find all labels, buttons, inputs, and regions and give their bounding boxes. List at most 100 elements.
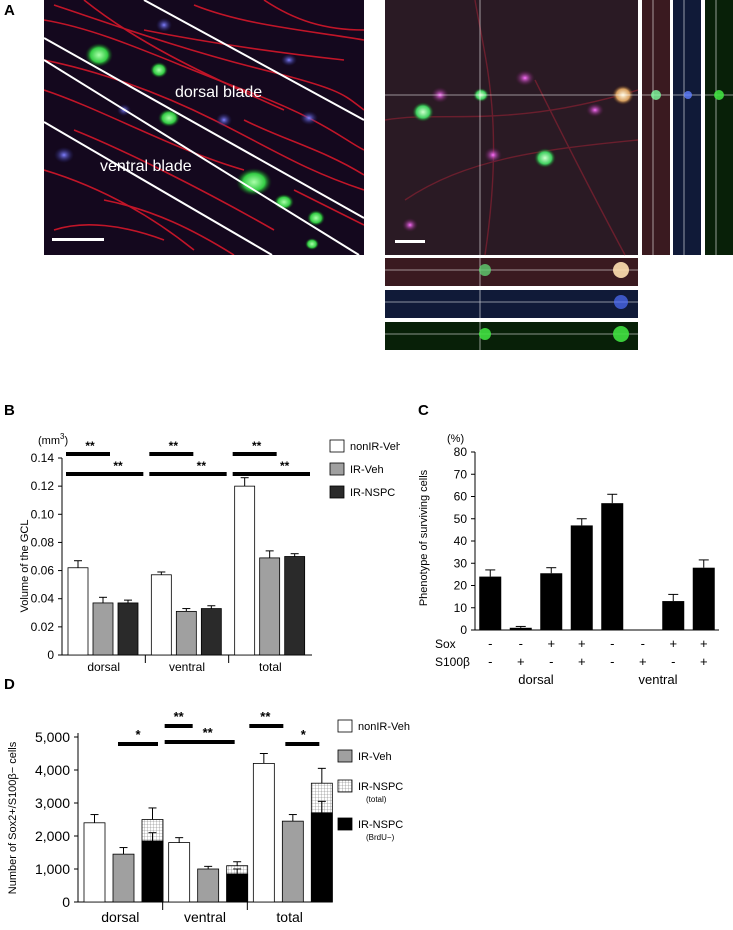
chart-b-bar [234, 485, 256, 656]
chart-b-bar [67, 567, 89, 656]
chart-b-bar [150, 574, 172, 656]
chart-b-sig-bar [149, 472, 227, 476]
chart-b-unit: (mm3) [38, 432, 68, 447]
chart-d-bar [281, 820, 304, 903]
chart-d-bar [310, 812, 333, 903]
chart-c-unit: (%) [447, 433, 464, 445]
chart-b-bar [200, 608, 222, 656]
chart-d-ytick-label: 3,000 [35, 795, 70, 811]
chart-b-ylabel: Volume of the GCL [19, 520, 31, 613]
chart-c-ytick-label: 80 [454, 445, 468, 459]
chart-d-sig-label: * [301, 727, 307, 742]
panel-letter-c: C [418, 402, 429, 419]
chart-c-phenotype: Phenotype of surviving cells (%) 0 10 20 30… [418, 433, 719, 687]
chart-b-ytick-label: 0.10 [31, 507, 55, 521]
ventral-blade-label: ventral blade [100, 158, 192, 175]
chart-d-xtick-label: ventral [184, 909, 226, 925]
chart-b-legend-label: nonIR-Veh [350, 441, 400, 453]
chart-d-sig-label: ** [174, 709, 185, 724]
chart-d-sig-label: ** [260, 709, 271, 724]
chart-c-row-label-s100: S100β [435, 655, 470, 669]
chart-c-sox-sign: + [669, 636, 677, 651]
chart-d-bar [252, 763, 275, 903]
chart-b-sig-bar [232, 472, 310, 476]
chart-b-legend-label: IR-Veh [350, 464, 384, 476]
chart-c-ytick-label: 10 [454, 601, 468, 615]
chart-c-bar [601, 503, 624, 630]
chart-c-sox-sign: - [519, 636, 523, 651]
panel-letter-d: D [4, 676, 15, 693]
chart-d-sig-bar [118, 742, 158, 746]
chart-d-sig-label: * [135, 727, 141, 742]
chart-c-ytick-label: 20 [454, 579, 468, 593]
chart-d-legend-label: IR-NSPC [358, 781, 403, 793]
chart-c-sox-sign: + [547, 636, 555, 651]
chart-b-bar [175, 610, 197, 656]
chart-b-ytick-label: 0.14 [31, 451, 55, 465]
chart-c-row-label-sox: Sox [435, 637, 456, 651]
chart-b-sig-bar [232, 452, 277, 456]
chart-c-ylabel: Phenotype of surviving cells [418, 469, 430, 606]
chart-b-ytick-label: 0.04 [31, 592, 55, 606]
chart-c-bar [540, 573, 563, 630]
chart-c-s100-sign: + [517, 654, 525, 669]
chart-c-ytick-label: 70 [454, 467, 468, 481]
chart-b-sig-label: ** [85, 439, 95, 453]
chart-b-ytick-label: 0.08 [31, 535, 55, 549]
chart-b-sig-bar [66, 452, 110, 456]
chart-d-legend-swatch [337, 719, 353, 733]
chart-d-ytick-label: 1,000 [35, 861, 70, 877]
chart-d-legend-sublabel: (BrdU−) [366, 833, 395, 842]
chart-d-ytick-label: 2,000 [35, 828, 70, 844]
chart-d-sox2-cells: Number of Sox2+/S100β− cells 0 1,000 2,000… [7, 709, 410, 925]
chart-d-legend-swatch [337, 749, 353, 763]
chart-d-bar [112, 853, 135, 903]
chart-b-xtick-label: ventral [169, 660, 205, 674]
chart-d-legend-label: IR-Veh [358, 751, 392, 763]
panel-letter-b: B [4, 402, 15, 419]
chart-d-xtick-label: total [276, 909, 302, 925]
chart-b-sig-label: ** [113, 459, 123, 473]
chart-c-group-label: ventral [638, 672, 677, 687]
chart-d-ylabel: Number of Sox2+/S100β− cells [7, 741, 19, 894]
chart-c-ytick-label: 40 [454, 534, 468, 548]
chart-b-xtick-label: total [259, 660, 282, 674]
chart-c-ytick-label: 50 [454, 512, 468, 526]
chart-d-sig-bar [285, 742, 320, 746]
chart-d-sig-bar [164, 724, 193, 728]
chart-d-legend-label: nonIR-Veh [358, 721, 410, 733]
chart-c-bar [509, 627, 532, 630]
chart-b-ytick-label: 0.02 [31, 620, 55, 634]
chart-c-s100-sign: + [639, 654, 647, 669]
chart-c-bar [662, 601, 685, 630]
chart-b-legend-swatch [329, 439, 345, 453]
chart-d-ytick-label: 4,000 [35, 762, 70, 778]
chart-b-sig-bar [66, 472, 144, 476]
chart-c-s100-sign: - [610, 654, 614, 669]
chart-d-ytick-label: 0 [62, 894, 70, 910]
chart-d-bar [141, 840, 164, 903]
chart-b-legend-swatch [329, 485, 345, 499]
chart-c-s100-sign: + [700, 654, 708, 669]
chart-c-sox-sign: + [700, 636, 708, 651]
chart-c-s100-sign: + [578, 654, 586, 669]
chart-c-group-label: dorsal [518, 672, 554, 687]
chart-c-sox-sign: + [578, 636, 586, 651]
chart-d-sig-bar [164, 740, 235, 744]
chart-c-bar [479, 576, 502, 630]
chart-d-sig-label: ** [203, 725, 214, 740]
chart-b-sig-label: ** [280, 459, 290, 473]
chart-d-legend-sublabel: (total) [366, 795, 387, 804]
chart-b-bar [284, 556, 306, 656]
chart-b-bar [92, 602, 114, 656]
confocal-orthogonal-view [385, 0, 733, 350]
chart-c-s100-sign: - [671, 654, 675, 669]
chart-d-legend-swatch [337, 817, 353, 831]
chart-b-sig-label: ** [169, 439, 179, 453]
chart-b-xtick-label: dorsal [87, 660, 120, 674]
chart-d-ytick-label: 5,000 [35, 729, 70, 745]
chart-d-bar [226, 873, 249, 903]
chart-d-legend-swatch [337, 779, 353, 793]
chart-c-ytick-label: 0 [460, 623, 467, 637]
panel-letter-a: A [4, 2, 15, 19]
